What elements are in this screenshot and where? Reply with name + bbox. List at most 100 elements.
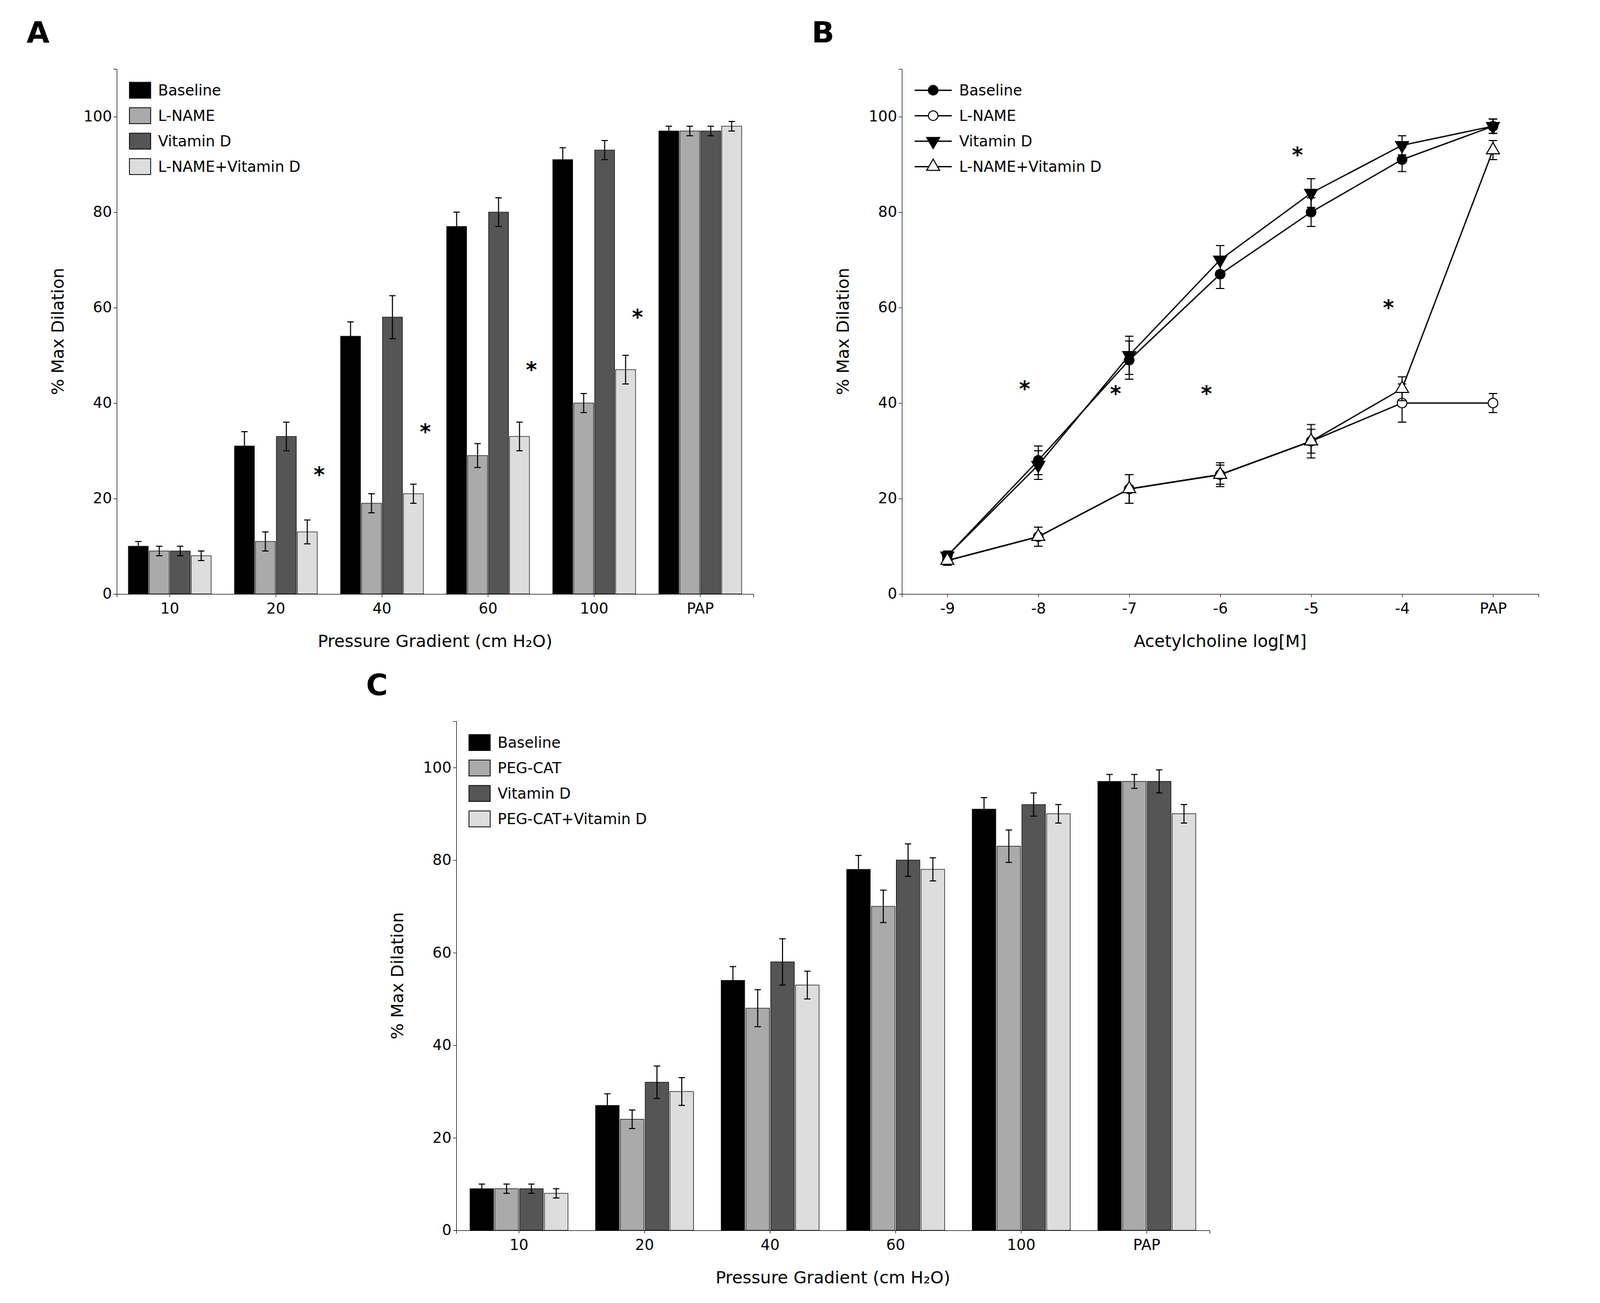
x-tick: 20 (266, 594, 286, 618)
error-bar (516, 422, 523, 451)
legend-swatch (129, 133, 151, 150)
error-bar (1155, 770, 1163, 794)
error-bar (474, 444, 481, 468)
x-tick-label: PAP (1133, 1236, 1161, 1255)
error-bar-cap (779, 938, 786, 940)
error-bar-cap (1215, 464, 1225, 466)
legend-item: L-NAME (129, 107, 215, 125)
bar (446, 226, 467, 595)
error-bar (686, 126, 693, 136)
y-tick-mark (113, 403, 117, 404)
y-tick: 80 (432, 851, 457, 869)
error-bar-cap (135, 541, 142, 543)
error-bar-cap (1306, 457, 1316, 459)
line (947, 126, 1494, 556)
x-tick-label: PAP (1479, 600, 1507, 618)
error-bar-cap (779, 984, 786, 986)
bar (509, 436, 530, 595)
error-bar-stem (285, 422, 288, 451)
marker (1122, 481, 1136, 493)
bar (190, 555, 212, 595)
error-bar (754, 989, 761, 1028)
bar (972, 809, 996, 1231)
bar (276, 436, 297, 595)
bar (1172, 814, 1196, 1231)
y-tick-label: 60 (432, 944, 452, 962)
error-bar-cap (559, 171, 567, 173)
series (519, 770, 1172, 1231)
error-bar-cap (1005, 829, 1013, 831)
error-bar-cap (495, 197, 502, 199)
error-bar (580, 393, 587, 413)
error-bar (1055, 804, 1062, 824)
bar (1147, 781, 1171, 1231)
error-bar-stem (583, 393, 585, 413)
bar (795, 985, 820, 1231)
axis-domain (456, 1231, 1211, 1235)
y-tick-label: 100 (423, 759, 452, 777)
x-tick: -6 (1213, 594, 1229, 618)
error-bar-cap (1033, 479, 1043, 481)
error-bar-cap (980, 820, 988, 822)
error-bar-stem (476, 444, 478, 468)
y-tick-mark (898, 307, 902, 309)
error-bar-cap (283, 450, 290, 452)
x-tick-label: 40 (760, 1236, 780, 1255)
error-bar-cap (754, 989, 761, 991)
error-bar (929, 857, 936, 882)
legend-swatch (926, 137, 941, 149)
error-bar-cap (707, 135, 715, 137)
error-bar-cap (905, 843, 912, 845)
x-tick: 60 (886, 1230, 906, 1255)
panel-title: C (366, 667, 388, 702)
error-bar (855, 855, 862, 884)
error-bar-cap (943, 564, 952, 567)
error-bar-cap (1215, 483, 1225, 485)
series (190, 121, 742, 595)
error-bar (368, 493, 375, 513)
y-tick-label: 80 (877, 203, 898, 221)
x-tick: -8 (1031, 594, 1047, 618)
x-tick-label: 100 (579, 600, 608, 618)
x-tick: -9 (940, 594, 955, 618)
legend-item: PEG-CAT (468, 759, 562, 778)
error-bar-cap (516, 421, 523, 423)
x-tick: -5 (1303, 594, 1319, 618)
bar (149, 551, 170, 595)
line (947, 126, 1494, 556)
error-bar-cap (804, 970, 811, 972)
x-tick-label: -4 (1394, 600, 1410, 618)
error-bar-cap (1397, 400, 1407, 402)
legend-swatch (468, 734, 491, 751)
error-bar-cap (1033, 545, 1043, 547)
legend-item: PEG-CAT+Vitamin D (468, 810, 647, 829)
y-tick-label: 0 (441, 1221, 452, 1240)
bar (770, 962, 795, 1231)
error-bar-cap (559, 147, 567, 149)
error-bar (804, 971, 811, 999)
axis-domain (113, 69, 118, 595)
y-axis: 020406080100 (423, 722, 457, 1240)
bar (340, 336, 361, 595)
x-tick-mark (644, 1230, 646, 1234)
error-bar-cap (1030, 792, 1037, 794)
x-tick: 10 (160, 594, 180, 618)
error-bar-cap (1033, 526, 1043, 528)
error-bar-cap (855, 855, 862, 857)
x-tick-label: -9 (940, 600, 955, 618)
error-bar (1030, 793, 1037, 817)
error-bar-cap (1055, 804, 1062, 806)
error-bar-cap (943, 550, 952, 552)
line (947, 403, 1494, 561)
error-bar (665, 126, 673, 136)
x-tick-label: -6 (1213, 600, 1229, 618)
x-tick: 60 (478, 594, 498, 618)
legend-label: PEG-CAT+Vitamin D (497, 810, 647, 829)
error-bar-stem (668, 126, 670, 136)
x-tick-label: 20 (266, 600, 286, 618)
error-bar (728, 121, 735, 132)
error-bar-cap (1005, 862, 1013, 864)
error-bar-stem (370, 493, 372, 513)
legend-item: L-NAME+Vitamin D (914, 158, 1102, 176)
error-bar-cap (1488, 140, 1498, 142)
